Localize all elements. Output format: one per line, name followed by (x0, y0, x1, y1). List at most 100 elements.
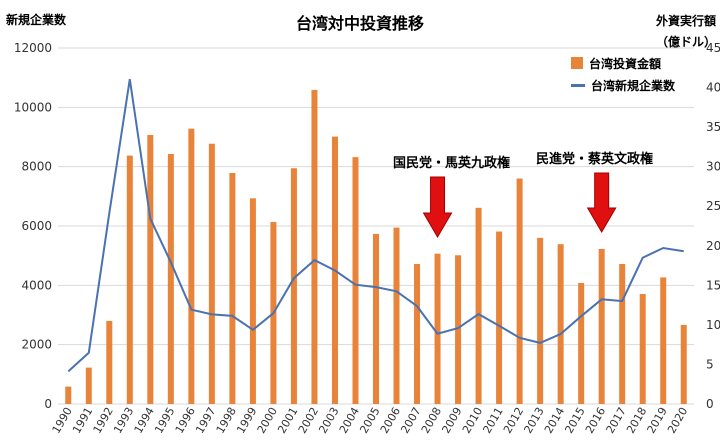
bar (455, 255, 462, 404)
bar (147, 135, 154, 404)
y-axis-left: 0 2000 4000 6000 8000 10000 12000 (14, 41, 52, 411)
bar (65, 386, 72, 404)
bar (619, 263, 626, 404)
y-axis-left-label: 新規企業数 (6, 13, 67, 27)
bar (496, 231, 503, 404)
bar (639, 294, 646, 404)
bar (85, 367, 92, 404)
y-axis-right-label: 外資実行額 （億ドル） (656, 11, 716, 53)
bar (229, 172, 236, 404)
x-tick-label: 1992 (91, 405, 116, 436)
down-arrow-icon (422, 176, 453, 238)
y-right-tick-label: 35 (706, 120, 720, 134)
bar (249, 198, 256, 404)
bar (537, 237, 544, 404)
line-series (67, 79, 684, 373)
bar-series (65, 89, 687, 405)
bar (167, 154, 174, 404)
y-right-tick-label: 20 (706, 239, 720, 253)
down-arrow-icon (586, 172, 617, 233)
y-right-tick-label: 10 (706, 318, 720, 332)
x-tick-label: 2008 (419, 405, 444, 436)
x-tick-label: 1999 (234, 405, 259, 436)
y-right-tick-label: 0 (706, 397, 714, 411)
bar (414, 263, 421, 404)
y-left-tick-label: 0 (44, 397, 52, 411)
x-tick-label: 1990 (50, 405, 75, 436)
y-left-tick-label: 6000 (21, 219, 52, 233)
x-tick-label: 2020 (665, 405, 690, 436)
y-left-tick-label: 4000 (21, 278, 52, 292)
legend: 台湾投資金額 台湾新規企業数 (571, 52, 675, 96)
x-tick-label: 1996 (173, 405, 198, 436)
y-left-tick-label: 12000 (14, 41, 52, 55)
x-tick-label: 2013 (521, 405, 546, 436)
y-axis-right: 0 5 10 15 20 25 30 35 40 45 (706, 41, 720, 411)
y-right-tick-label: 15 (706, 278, 720, 292)
y-right-tick-label: 5 (706, 357, 714, 371)
bar (106, 320, 113, 404)
bar (598, 248, 605, 404)
annotation-kmt: 国民党・馬英九政権 (393, 156, 511, 171)
legend-line-swatch (571, 83, 585, 87)
bar (578, 282, 585, 404)
bar (557, 244, 564, 404)
bar (660, 277, 667, 404)
y-right-tick-label: 45 (706, 41, 720, 55)
x-tick-label: 1995 (152, 405, 177, 436)
x-tick-label: 2001 (275, 405, 300, 436)
x-tick-label: 2007 (398, 405, 423, 436)
y-left-tick-label: 8000 (21, 160, 52, 174)
legend-line-label: 台湾新規企業数 (591, 78, 676, 93)
legend-bar-label: 台湾投資金額 (589, 56, 662, 71)
x-tick-label: 2015 (563, 405, 588, 436)
y-axis-right-label-line1: 外資実行額 (656, 14, 717, 28)
bar (373, 233, 379, 404)
x-tick-label: 1993 (111, 405, 136, 436)
x-tick-label: 2009 (439, 405, 464, 436)
legend-item-line: 台湾新規企業数 (571, 74, 675, 96)
x-tick-label: 2018 (624, 405, 649, 436)
x-axis: 1990199119921993199419951996199719981999… (50, 405, 691, 436)
x-tick-label: 2004 (337, 405, 362, 436)
x-tick-label: 2011 (480, 405, 505, 436)
chart-title: 台湾対中投資推移 (295, 14, 424, 33)
x-tick-label: 2019 (645, 405, 670, 436)
x-tick-label: 2006 (378, 405, 403, 436)
bar (475, 207, 482, 404)
bar (516, 178, 523, 404)
legend-item-bar: 台湾投資金額 (571, 52, 675, 74)
annotation-arrows (422, 172, 617, 238)
x-tick-label: 2005 (357, 405, 382, 436)
bar (393, 227, 400, 404)
legend-bar-swatch (571, 57, 583, 69)
bar (311, 89, 318, 404)
y-right-tick-label: 30 (706, 160, 720, 174)
bar (434, 253, 441, 404)
x-tick-label: 2003 (316, 405, 341, 436)
x-tick-label: 2014 (542, 405, 567, 436)
bar (126, 155, 133, 404)
y-left-tick-label: 10000 (14, 100, 52, 114)
y-right-tick-label: 40 (706, 81, 720, 95)
x-tick-label: 2017 (604, 405, 629, 436)
bar (188, 128, 195, 404)
y-left-tick-label: 2000 (21, 338, 52, 352)
x-tick-label: 2000 (255, 405, 280, 436)
x-tick-label: 2012 (501, 405, 526, 436)
bar (680, 324, 687, 404)
bar (290, 168, 297, 404)
x-tick-label: 2002 (296, 405, 321, 436)
y-axis-right-label-line2: （億ドル） (656, 35, 717, 49)
x-tick-label: 1997 (193, 405, 218, 436)
x-tick-label: 2016 (583, 405, 608, 436)
y-right-tick-label: 25 (706, 199, 720, 213)
annotation-dpp: 民進党・蔡英文政権 (536, 152, 654, 167)
x-tick-label: 1991 (70, 405, 95, 436)
x-tick-label: 1998 (214, 405, 239, 436)
x-tick-label: 1994 (132, 405, 157, 436)
bar (208, 143, 215, 405)
bar (352, 157, 359, 404)
x-tick-label: 2010 (460, 405, 485, 436)
